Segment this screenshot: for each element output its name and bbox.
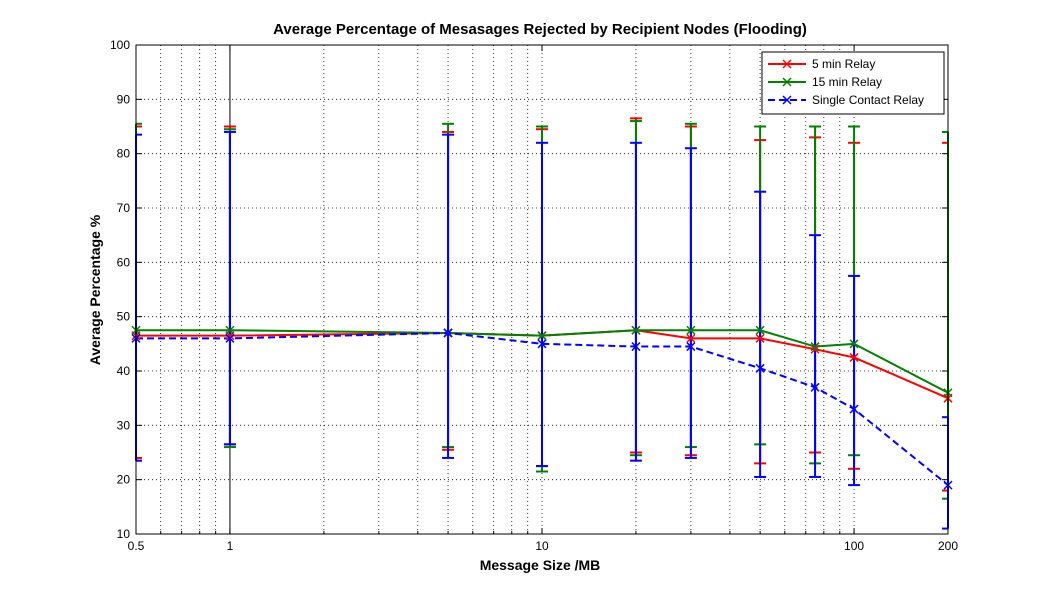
- marker-stroke: [849, 339, 859, 349]
- tick-labels: 10 20 30 40 50 60 70 80 90 100 0.5 1 10 100 200: [110, 38, 958, 553]
- series-line: [136, 329, 949, 400]
- ticks: [135, 44, 949, 535]
- y-tick-label: 80: [117, 147, 131, 161]
- y-tick-label: 50: [117, 310, 131, 324]
- series-line: [136, 329, 949, 394]
- marker-stroke: [755, 333, 765, 343]
- marker-stroke: [755, 363, 765, 373]
- marker-stroke: [537, 331, 547, 341]
- y-tick-label: 90: [117, 92, 131, 106]
- data-point: [810, 382, 820, 392]
- marker-stroke: [810, 342, 820, 352]
- y-axis-label: Average Percentage %: [87, 214, 103, 365]
- marker-stroke: [849, 352, 859, 362]
- x-tick-label: 1: [227, 539, 234, 553]
- marker-stroke: [686, 325, 696, 335]
- legend: 5 min Relay 15 min Relay Single Contact Re…: [761, 51, 945, 115]
- marker-stroke: [810, 344, 820, 354]
- data-point: [537, 339, 547, 349]
- marker-stroke: [631, 342, 641, 352]
- data-point: [810, 342, 820, 352]
- legend-marker: [782, 59, 792, 69]
- data-point: [849, 404, 859, 414]
- data-point: [631, 342, 641, 352]
- y-tick-label: 30: [117, 418, 131, 432]
- data-point: [755, 325, 765, 335]
- legend-label: Single Contact Relay: [812, 93, 924, 107]
- marker-stroke: [686, 333, 696, 343]
- data-point: [810, 344, 820, 354]
- series-line: [136, 331, 949, 486]
- legend-marker: [782, 95, 792, 105]
- y-tick-label: 60: [117, 255, 131, 269]
- legend-marker: [782, 77, 792, 87]
- marker-stroke: [225, 325, 235, 335]
- y-tick-label: 70: [117, 201, 131, 215]
- marker-stroke: [849, 404, 859, 414]
- series-lines: [136, 329, 949, 486]
- x-tick-label: 200: [938, 539, 958, 553]
- marker-stroke: [443, 328, 453, 338]
- data-point: [225, 325, 235, 335]
- x-axis-label: Message Size /MB: [480, 557, 601, 573]
- data-point: [686, 333, 696, 343]
- x-tick-label: 100: [844, 539, 864, 553]
- y-tick-label: 100: [110, 38, 130, 52]
- data-point: [631, 325, 641, 335]
- marker-stroke: [810, 382, 820, 392]
- data-point: [686, 325, 696, 335]
- data-point: [686, 342, 696, 352]
- marker-stroke: [631, 325, 641, 335]
- data-point: [443, 328, 453, 338]
- data-point: [849, 339, 859, 349]
- data-point: [755, 333, 765, 343]
- y-tick-label: 20: [117, 473, 131, 487]
- legend-label: 5 min Relay: [812, 57, 875, 71]
- marker-stroke: [755, 325, 765, 335]
- marker-stroke: [225, 333, 235, 343]
- y-tick-label: 40: [117, 364, 131, 378]
- x-tick-label: 0.5: [128, 539, 145, 553]
- data-point: [755, 363, 765, 373]
- data-point: [225, 333, 235, 343]
- legend-label: 15 min Relay: [812, 75, 882, 89]
- data-point: [849, 352, 859, 362]
- data-point: [537, 331, 547, 341]
- x-tick-label: 10: [535, 539, 549, 553]
- marker-stroke: [686, 342, 696, 352]
- chart-title: Average Percentage of Mesasages Rejected…: [273, 21, 807, 38]
- marker-stroke: [537, 339, 547, 349]
- y-tick-label: 10: [117, 527, 131, 541]
- series-markers: [131, 325, 953, 490]
